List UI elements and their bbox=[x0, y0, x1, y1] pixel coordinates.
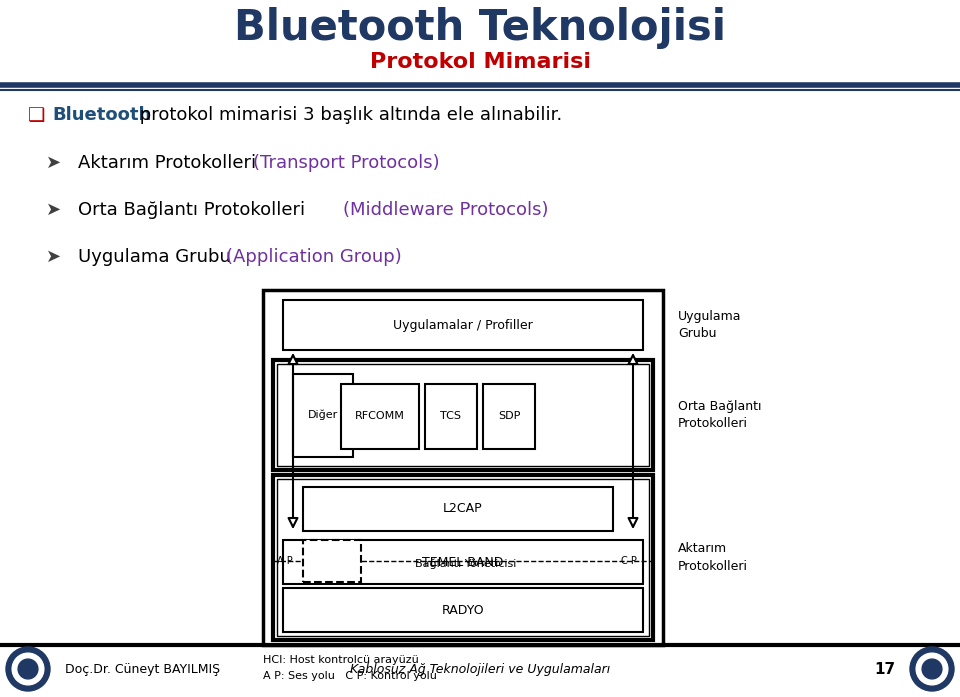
Text: RADYO: RADYO bbox=[442, 604, 484, 617]
Text: 17: 17 bbox=[874, 663, 895, 677]
Circle shape bbox=[923, 659, 942, 679]
Text: Bluetooth: Bluetooth bbox=[52, 106, 152, 124]
Text: SDP: SDP bbox=[498, 411, 520, 421]
Text: (Transport Protocols): (Transport Protocols) bbox=[253, 154, 440, 172]
Text: protokol mimarisi 3 başlık altında ele alınabilir.: protokol mimarisi 3 başlık altında ele a… bbox=[134, 106, 563, 124]
Text: Bağlantı Yöneticisi: Bağlantı Yöneticisi bbox=[415, 559, 516, 569]
Bar bbox=[425, 384, 477, 449]
Bar bbox=[283, 588, 643, 632]
Text: HCI: Host kontrolcü arayüzü: HCI: Host kontrolcü arayüzü bbox=[263, 655, 419, 665]
Bar bbox=[303, 487, 613, 531]
Bar bbox=[283, 300, 643, 350]
Circle shape bbox=[916, 653, 948, 685]
Text: TCS: TCS bbox=[441, 411, 462, 421]
Text: Uygulama Grubu: Uygulama Grubu bbox=[78, 248, 236, 266]
Bar bbox=[277, 364, 649, 466]
Text: Diğer: Diğer bbox=[308, 410, 338, 420]
Bar bbox=[293, 374, 353, 457]
Text: A P: A P bbox=[277, 556, 293, 566]
Text: Orta Bağlantı
Protokolleri: Orta Bağlantı Protokolleri bbox=[678, 400, 761, 430]
Text: L2CAP: L2CAP bbox=[444, 503, 483, 516]
Text: ➤: ➤ bbox=[46, 248, 61, 266]
Text: Orta Bağlantı Protokolleri: Orta Bağlantı Protokolleri bbox=[78, 201, 311, 219]
Text: Uygulama
Grubu: Uygulama Grubu bbox=[678, 310, 741, 340]
Bar bbox=[263, 290, 663, 645]
Text: Uygulamalar / Profiller: Uygulamalar / Profiller bbox=[394, 319, 533, 332]
Text: Bluetooth Teknolojisi: Bluetooth Teknolojisi bbox=[234, 7, 726, 49]
Bar bbox=[368, 545, 563, 583]
Bar bbox=[273, 360, 653, 470]
Bar bbox=[277, 479, 649, 636]
Text: Protokol Mimarisi: Protokol Mimarisi bbox=[370, 52, 590, 72]
Text: Aktarım Protokolleri: Aktarım Protokolleri bbox=[78, 154, 262, 172]
Text: (Middleware Protocols): (Middleware Protocols) bbox=[343, 201, 548, 219]
Text: C P: C P bbox=[621, 556, 636, 566]
Text: Doç.Dr. Cüneyt BAYILMIŞ: Doç.Dr. Cüneyt BAYILMIŞ bbox=[65, 664, 220, 677]
Bar bbox=[283, 540, 643, 584]
Text: (Application Group): (Application Group) bbox=[226, 248, 401, 266]
Text: ➤: ➤ bbox=[46, 154, 61, 172]
Text: Aktarım
Protokolleri: Aktarım Protokolleri bbox=[678, 542, 748, 572]
Bar bbox=[483, 384, 535, 449]
Text: ❑: ❑ bbox=[28, 105, 45, 125]
Bar bbox=[341, 384, 419, 449]
Circle shape bbox=[6, 647, 50, 691]
Text: A P: Ses yolu   C P: Kontrol yolu: A P: Ses yolu C P: Kontrol yolu bbox=[263, 671, 437, 681]
Text: TEMEL BAND: TEMEL BAND bbox=[422, 556, 504, 569]
Text: ➤: ➤ bbox=[46, 201, 61, 219]
Text: HCI: HCI bbox=[323, 556, 342, 566]
Circle shape bbox=[12, 653, 44, 685]
Text: RFCOMM: RFCOMM bbox=[355, 411, 405, 421]
Bar bbox=[273, 475, 653, 640]
Circle shape bbox=[18, 659, 37, 679]
Circle shape bbox=[910, 647, 954, 691]
Bar bbox=[303, 540, 361, 582]
Text: Kablosuz Ağ Teknolojileri ve Uygulamaları: Kablosuz Ağ Teknolojileri ve Uygulamalar… bbox=[349, 664, 611, 677]
